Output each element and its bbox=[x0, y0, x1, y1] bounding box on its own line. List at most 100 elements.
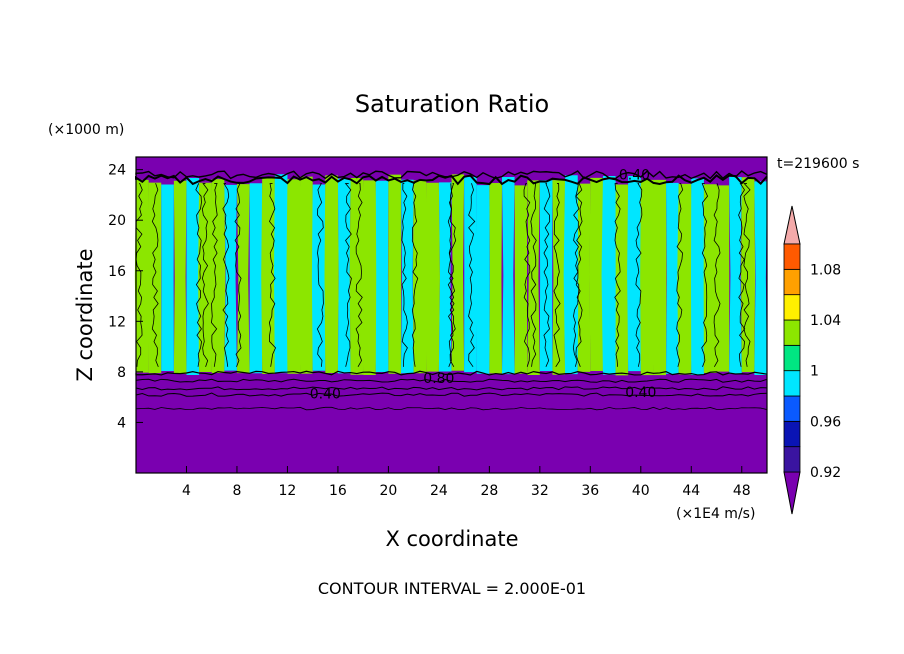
field-column bbox=[601, 175, 617, 375]
x-tick-label: 44 bbox=[682, 483, 700, 499]
field-column bbox=[249, 183, 263, 374]
field-column bbox=[388, 174, 402, 374]
colorbar-bin bbox=[783, 268, 801, 296]
colorbar-bin bbox=[783, 319, 801, 346]
field-column bbox=[224, 184, 237, 371]
field-column bbox=[489, 182, 502, 374]
field-column bbox=[311, 184, 327, 371]
field-column bbox=[527, 180, 540, 375]
plot-frame bbox=[135, 156, 768, 474]
contour-line-column bbox=[449, 183, 457, 368]
contour-line-1.00 bbox=[135, 370, 768, 376]
y-tick-label: 8 bbox=[117, 365, 126, 381]
field-column bbox=[716, 185, 730, 372]
y-tick-label: 20 bbox=[108, 213, 126, 229]
x-tick-label: 28 bbox=[480, 483, 498, 499]
contour-line-0.20 bbox=[135, 406, 768, 411]
field-column bbox=[754, 181, 767, 376]
y-unit-label: (×1000 m) bbox=[48, 122, 124, 138]
contour-label: 0.40 bbox=[310, 386, 341, 402]
field-column bbox=[173, 180, 187, 374]
field-column bbox=[134, 179, 150, 373]
field-column bbox=[640, 179, 655, 376]
field-column bbox=[741, 177, 756, 373]
y-axis-label: Z coordinate bbox=[73, 248, 97, 381]
contour-line-column bbox=[743, 183, 751, 367]
y-tick-label: 12 bbox=[108, 314, 126, 330]
contour-line-column bbox=[234, 183, 242, 367]
contour-line-column bbox=[401, 183, 408, 367]
colorbar-bin bbox=[783, 243, 801, 270]
field-column bbox=[148, 182, 162, 374]
x-tick-label: 40 bbox=[632, 483, 650, 499]
x-tick-label: 20 bbox=[379, 483, 397, 499]
field-column bbox=[286, 179, 302, 374]
field-column bbox=[627, 175, 642, 372]
contour-line-column bbox=[195, 183, 203, 367]
colorbar-over-triangle bbox=[783, 205, 801, 245]
contour-line-column bbox=[530, 183, 537, 367]
contour-line-column bbox=[738, 183, 746, 367]
x-tick-label: 16 bbox=[329, 483, 347, 499]
contour-label: 0.40 bbox=[619, 168, 650, 184]
x-tick-label: 4 bbox=[182, 483, 191, 499]
x-unit-label: (×1E4 m/s) bbox=[676, 506, 755, 522]
colorbar-under-triangle bbox=[783, 471, 801, 515]
x-axis-ticks: 4 8 12 16 20 24 28 32 36 40 44 48 bbox=[182, 466, 751, 499]
x-tick-label: 32 bbox=[531, 483, 549, 499]
contour-interval-footer: CONTOUR INTERVAL = 2.000E-01 bbox=[318, 579, 586, 598]
colorbar-tick-label: 0.96 bbox=[810, 414, 841, 430]
field-column bbox=[652, 179, 667, 376]
time-label: t=219600 s bbox=[777, 156, 859, 172]
contour-line-column bbox=[713, 183, 721, 368]
field-column bbox=[161, 184, 174, 371]
colorbar-tick-label: 0.92 bbox=[810, 465, 841, 481]
field-column bbox=[615, 184, 629, 376]
contour-label: 0.80 bbox=[423, 371, 454, 387]
field-column bbox=[186, 177, 200, 376]
field-column bbox=[401, 179, 414, 374]
field-column bbox=[412, 180, 427, 374]
contour-line-0.40 bbox=[135, 392, 768, 397]
field-column bbox=[375, 180, 389, 372]
contour-line-column bbox=[151, 183, 159, 367]
y-tick-label: 16 bbox=[108, 264, 126, 280]
contour-line-column bbox=[701, 183, 709, 367]
field-column bbox=[729, 177, 742, 374]
contour-line-column bbox=[222, 183, 230, 367]
contour-line-column bbox=[614, 183, 621, 367]
contour-line-top-0.80 bbox=[135, 170, 768, 180]
contour-line-column bbox=[575, 183, 583, 367]
contour-line-column bbox=[316, 183, 324, 367]
contour-line-column bbox=[411, 183, 419, 367]
contour-line-0.80 bbox=[135, 378, 768, 383]
contour-line-column bbox=[268, 183, 277, 367]
colorbar: 0.92 0.96 1 1.04 1.08 bbox=[783, 205, 841, 515]
contour-line-column bbox=[635, 183, 643, 367]
contour-label: 0.40 bbox=[625, 385, 656, 401]
x-tick-label: 48 bbox=[733, 483, 751, 499]
colorbar-bin bbox=[783, 446, 801, 473]
field-column bbox=[514, 185, 528, 374]
field-column bbox=[703, 184, 717, 374]
field-column bbox=[677, 183, 693, 375]
x-tick-label: 8 bbox=[232, 483, 241, 499]
field-column bbox=[337, 178, 351, 374]
field-column bbox=[451, 174, 465, 371]
colorbar-bin bbox=[783, 344, 801, 372]
field-column bbox=[438, 182, 452, 372]
field-column bbox=[198, 182, 213, 373]
y-tick-label: 4 bbox=[117, 415, 126, 431]
colorbar-tick-label: 1 bbox=[810, 364, 819, 380]
contour-line-column bbox=[201, 183, 209, 367]
colorbar-tick-label: 1.04 bbox=[810, 313, 841, 329]
field-column bbox=[236, 184, 250, 374]
x-tick-label: 24 bbox=[430, 483, 448, 499]
field-column bbox=[261, 177, 276, 374]
contour-line-column bbox=[553, 183, 561, 368]
colorbar-bin bbox=[783, 395, 801, 422]
field-column bbox=[349, 178, 364, 375]
contour-labels: 0.40 0.80 0.40 0.40 bbox=[310, 168, 657, 403]
field-column bbox=[690, 178, 705, 375]
field-column bbox=[476, 185, 490, 374]
